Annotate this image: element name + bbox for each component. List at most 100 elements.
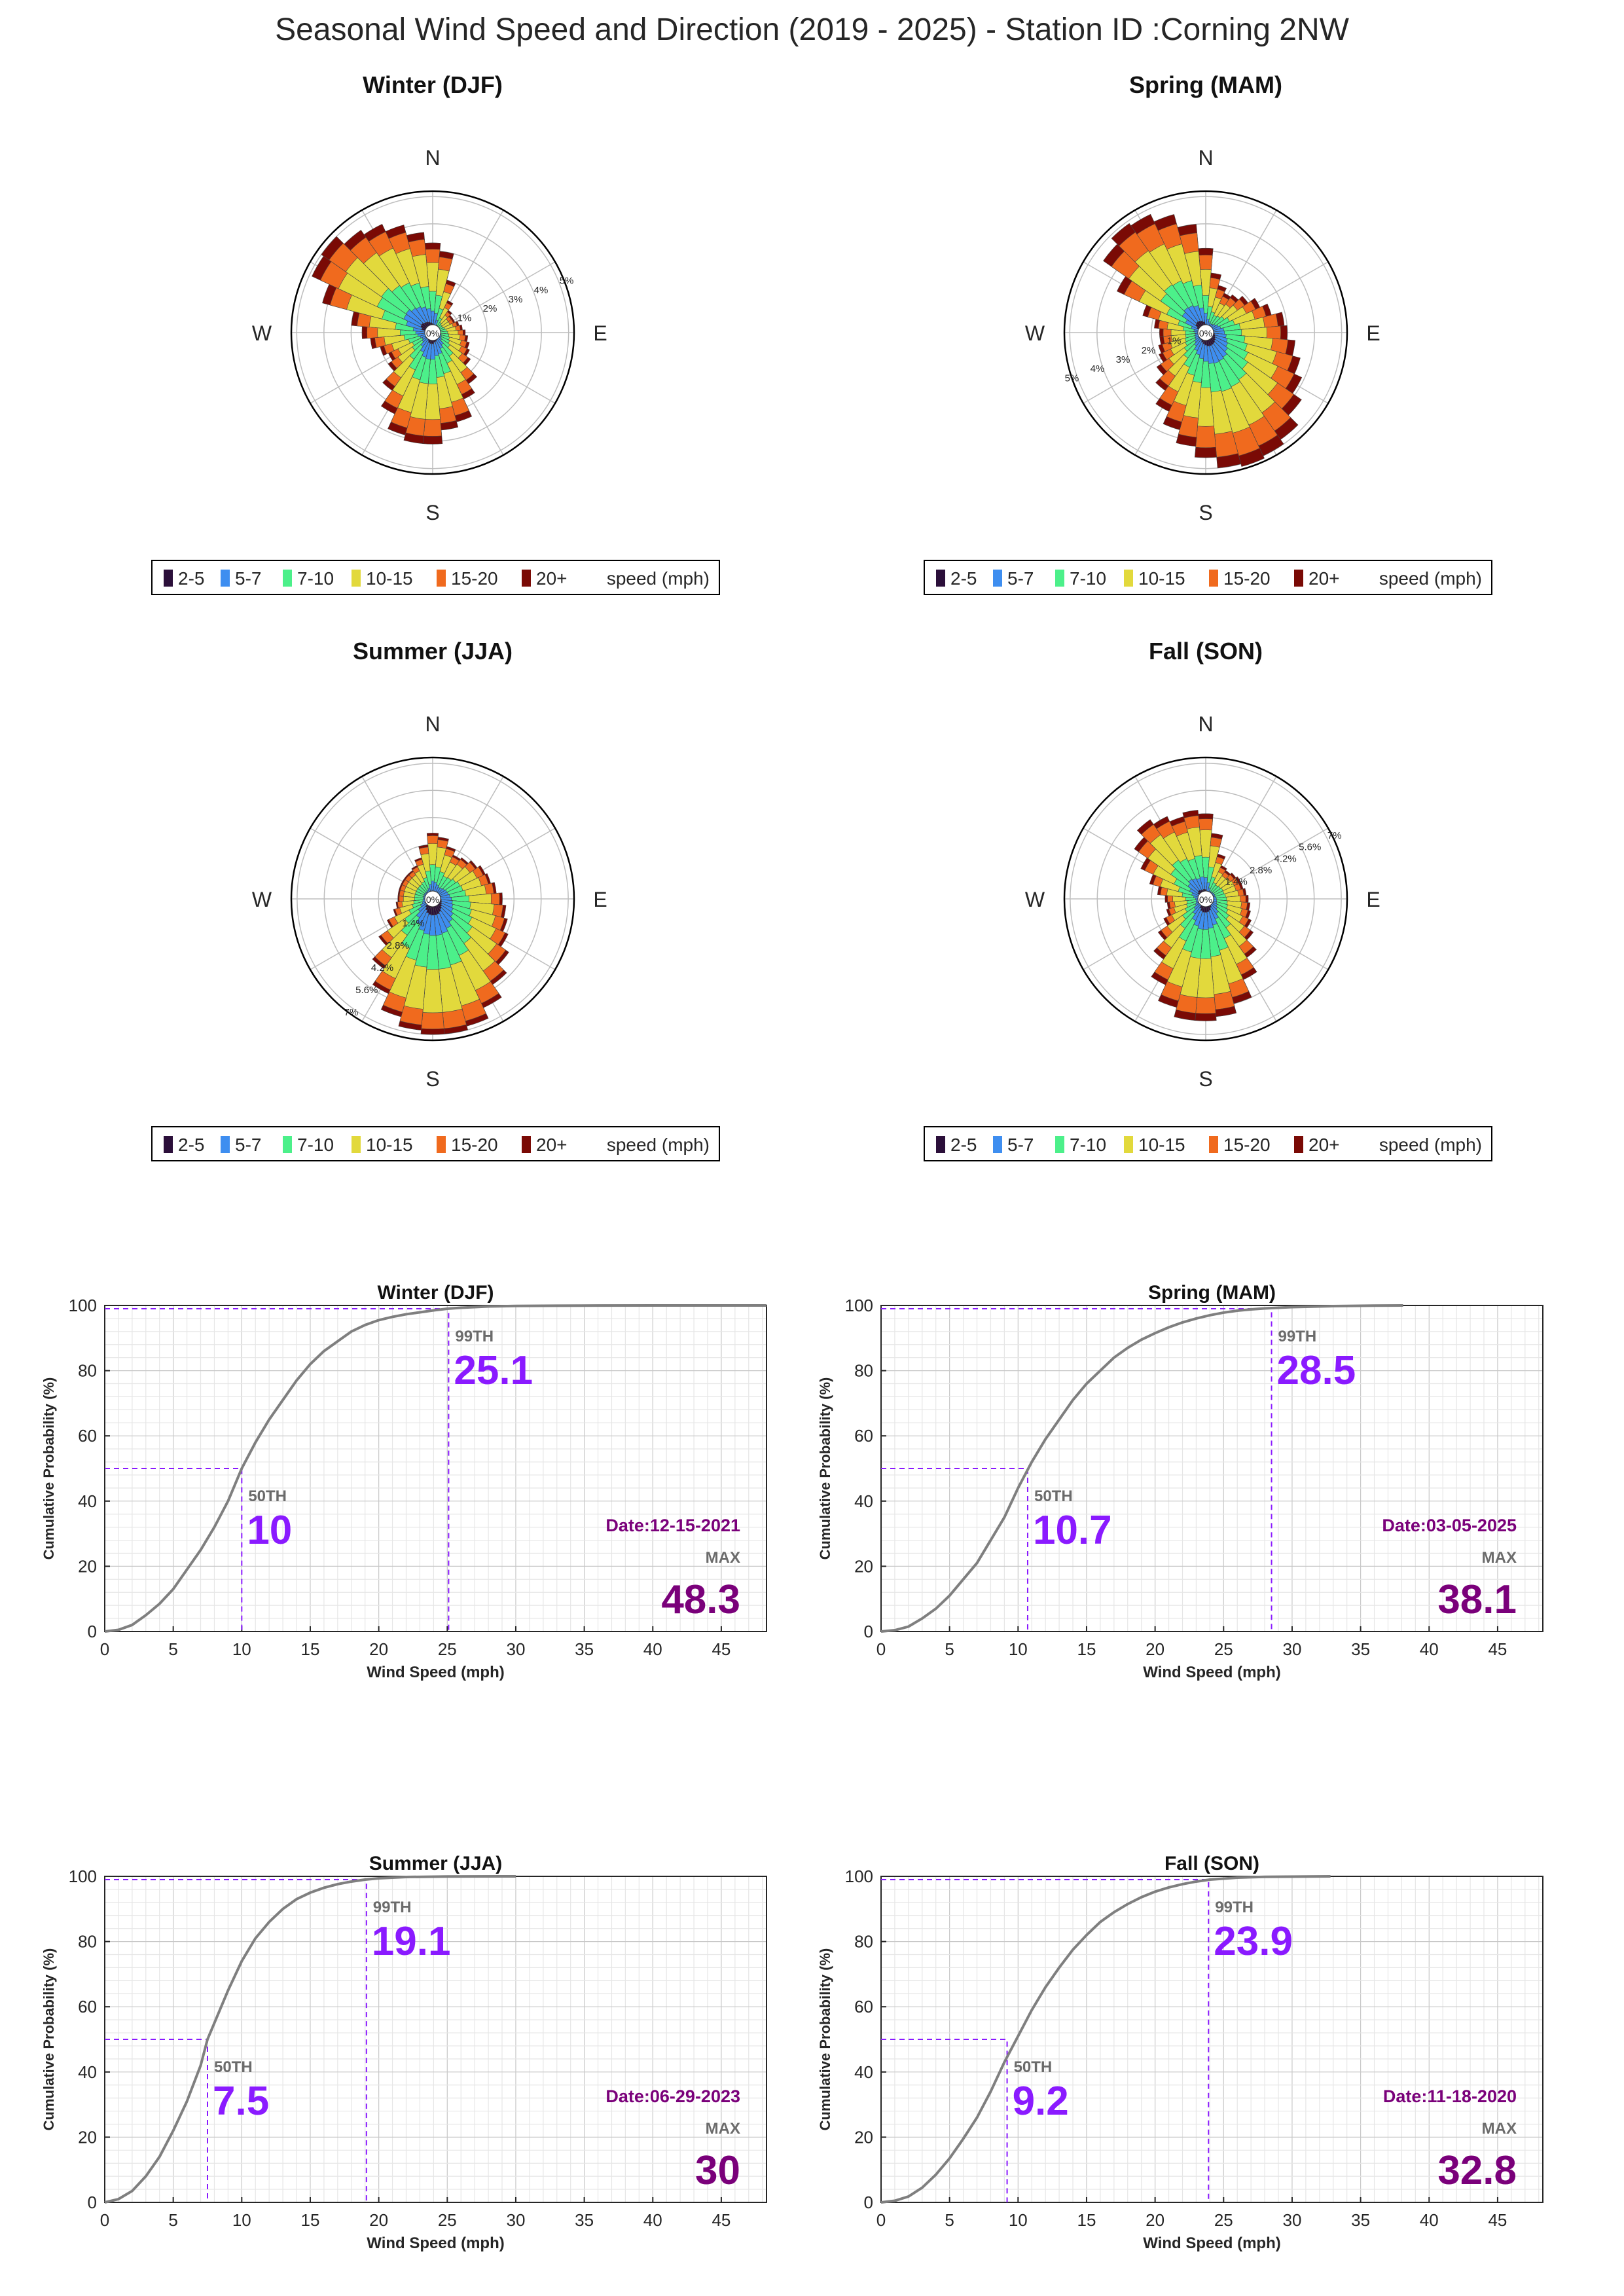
max-label: MAX — [1482, 1549, 1517, 1567]
y-tick-label: 80 — [854, 1361, 873, 1381]
compass-east-label: E — [593, 888, 607, 911]
cdf-curve — [880, 1304, 1403, 1633]
x-tick-label: 0 — [876, 1639, 886, 1659]
x-tick-label: 40 — [643, 2210, 662, 2230]
max-label: MAX — [706, 2120, 740, 2138]
legend-swatch — [936, 1136, 945, 1153]
legend-unit-label: speed (mph) — [1379, 568, 1482, 589]
radial-tick-label: 7% — [344, 1007, 359, 1018]
cdf-plot-4: 0 5 10 15 20 25 30 35 40 45 0 20 40 60 80 100 Fall (SON)… — [817, 1853, 1543, 2252]
legend-swatch — [936, 570, 945, 587]
x-tick-label: 25 — [1214, 2210, 1233, 2230]
legend-label: 2-5 — [950, 1135, 977, 1155]
radial-tick-label: 1% — [458, 312, 472, 323]
radial-tick-zero: 0% — [426, 328, 439, 338]
x-tick-label: 30 — [1282, 1639, 1301, 1659]
y-axis-label: Cumulative Probability (%) — [41, 1948, 57, 2131]
y-axis-label: Cumulative Probability (%) — [817, 1948, 833, 2131]
x-tick-label: 25 — [438, 2210, 457, 2230]
wind-rose-title: Fall (SON) — [1149, 638, 1263, 665]
y-tick-label: 100 — [69, 1867, 97, 1886]
legend-swatch — [164, 570, 173, 587]
x-tick-label: 25 — [438, 1639, 457, 1659]
x-tick-label: 35 — [1351, 2210, 1370, 2230]
legend-label: 7-10 — [297, 568, 334, 589]
y-tick-label: 100 — [69, 1296, 97, 1315]
x-tick-label: 15 — [301, 2210, 320, 2230]
legend-swatch — [164, 1136, 173, 1153]
x-tick-label: 30 — [1282, 2210, 1301, 2230]
legend-swatch — [1055, 1136, 1064, 1153]
legend-swatch — [993, 1136, 1002, 1153]
legend-frame — [924, 560, 1492, 595]
p99-label: 99TH — [455, 1328, 494, 1345]
p99-label: 99TH — [1278, 1328, 1317, 1345]
wind-rose-3: Summer (JJA) 0% 1.4% 2.8% 4.2% 5.6% 7% N S E W 2-5 5… — [151, 638, 720, 1161]
p50-value: 10.7 — [1033, 1508, 1112, 1553]
legend-swatch — [221, 1136, 230, 1153]
legend-swatch — [283, 1136, 292, 1153]
compass-north-label: N — [425, 146, 440, 170]
x-tick-label: 20 — [1146, 2210, 1164, 2230]
wind-rose-center — [1197, 324, 1214, 341]
x-axis-label: Wind Speed (mph) — [1143, 1664, 1280, 1681]
legend-swatch — [437, 570, 446, 587]
legend-label: 2-5 — [950, 568, 977, 589]
x-tick-label: 35 — [575, 1639, 594, 1659]
max-label: MAX — [706, 1549, 740, 1567]
p99-guide-line — [881, 1307, 1272, 1631]
legend-swatch — [1124, 1136, 1133, 1153]
x-tick-label: 10 — [1009, 1639, 1028, 1659]
y-axis-label: Cumulative Probability (%) — [41, 1377, 57, 1560]
radial-tick-label: 5% — [560, 276, 574, 287]
p50-label: 50TH — [248, 1487, 287, 1505]
cdf-plot-2: 0 5 10 15 20 25 30 35 40 45 0 20 40 60 80 100 Spring (MA… — [817, 1282, 1543, 1681]
x-axis-label: Wind Speed (mph) — [367, 2234, 504, 2252]
x-tick-label: 40 — [643, 1639, 662, 1659]
cdf-curve — [880, 1875, 1331, 2204]
compass-east-label: E — [1366, 321, 1380, 345]
wind-rose-title: Summer (JJA) — [353, 638, 513, 665]
y-tick-label: 40 — [854, 2062, 873, 2082]
speed-legend: 2-5 5-7 7-10 10-15 15-20 20+ speed (mph) — [924, 1126, 1492, 1161]
x-tick-label: 35 — [1351, 1639, 1370, 1659]
p99-guide-line — [881, 1878, 1210, 2202]
radial-tick-label: 5% — [1065, 373, 1079, 384]
y-tick-label: 60 — [78, 1426, 97, 1446]
radial-tick-label: 3% — [509, 294, 523, 305]
p99-label: 99TH — [373, 1899, 412, 1916]
x-tick-label: 5 — [168, 2210, 177, 2230]
legend-label: 7-10 — [1070, 1135, 1106, 1155]
y-tick-label: 80 — [78, 1932, 97, 1952]
p50-value: 10 — [247, 1508, 292, 1553]
x-tick-label: 45 — [712, 2210, 731, 2230]
legend-swatch — [1294, 1136, 1303, 1153]
legend-swatch — [1124, 570, 1133, 587]
x-tick-label: 0 — [876, 2210, 886, 2230]
p50-guide-line — [881, 1468, 1028, 1631]
radial-tick-label: 1% — [1167, 336, 1182, 347]
x-tick-label: 20 — [1146, 1639, 1164, 1659]
y-tick-label: 0 — [864, 2193, 873, 2212]
legend-swatch — [993, 570, 1002, 587]
legend-label: 7-10 — [1070, 568, 1106, 589]
radial-tick-zero: 0% — [1199, 328, 1212, 338]
legend-unit-label: speed (mph) — [607, 568, 710, 589]
figure-title: Seasonal Wind Speed and Direction (2019 … — [275, 12, 1349, 47]
y-tick-label: 40 — [78, 1491, 97, 1511]
max-label: MAX — [1482, 2120, 1517, 2138]
p99-value: 23.9 — [1214, 1919, 1293, 1964]
x-tick-label: 5 — [945, 2210, 954, 2230]
p99-value: 25.1 — [454, 1348, 533, 1393]
radial-tick-label: 5.6% — [1299, 842, 1321, 853]
radial-tick-zero: 0% — [426, 894, 439, 905]
radial-tick-label: 5.6% — [355, 985, 378, 996]
legend-label: 20+ — [536, 1135, 568, 1155]
legend-label: 10-15 — [366, 568, 413, 589]
legend-label: 20+ — [1308, 568, 1340, 589]
legend-frame — [924, 1126, 1492, 1161]
p50-label: 50TH — [1014, 2058, 1053, 2076]
y-tick-label: 20 — [78, 2127, 97, 2147]
compass-west-label: W — [252, 888, 272, 911]
legend-label: 10-15 — [366, 1135, 413, 1155]
